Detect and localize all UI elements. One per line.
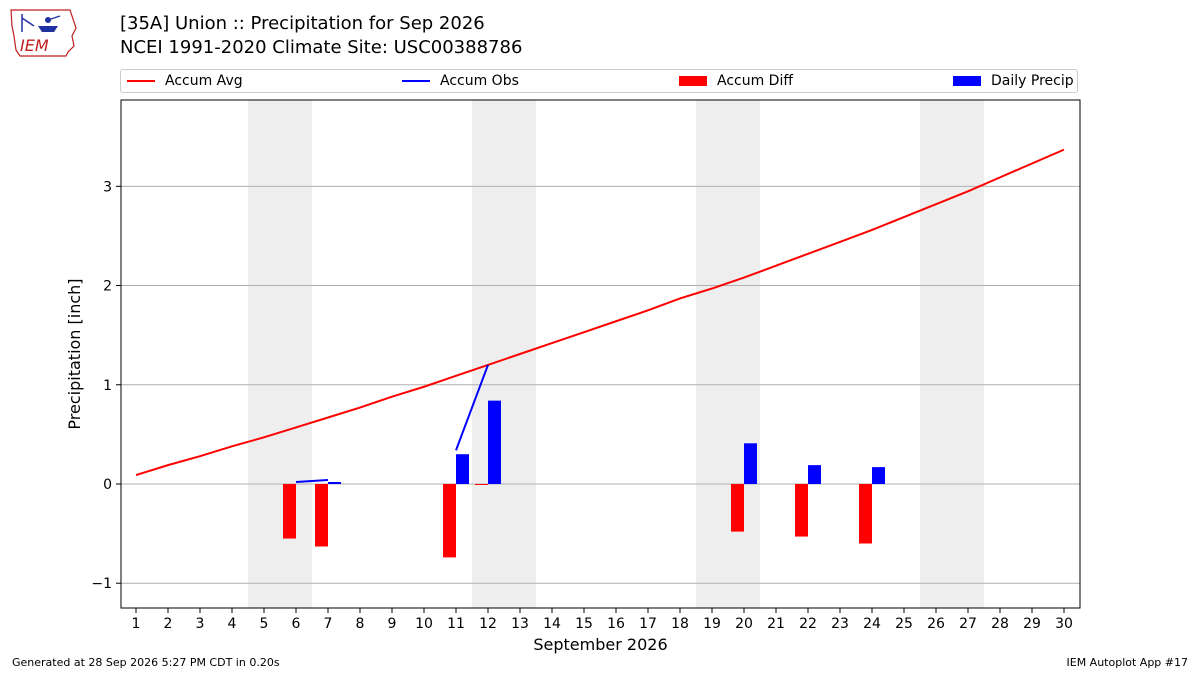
diff-bar-day-20 bbox=[731, 483, 744, 532]
ytick-label-0: −1 bbox=[91, 576, 112, 592]
x-axis-label: September 2026 bbox=[533, 635, 667, 654]
precip-bar-day-7 bbox=[328, 481, 341, 484]
xtick-label-17: 17 bbox=[639, 616, 657, 632]
precip-bar-day-22 bbox=[808, 465, 821, 484]
iem-logo: IEM bbox=[8, 6, 80, 58]
legend-item-accum-diff: Accum Diff bbox=[679, 73, 793, 89]
xtick-label-11: 11 bbox=[447, 616, 465, 632]
precip-bar-day-20 bbox=[744, 443, 757, 484]
xtick-label-2: 2 bbox=[164, 616, 173, 632]
legend-label-daily-precip: Daily Precip bbox=[991, 73, 1074, 89]
xtick-label-13: 13 bbox=[511, 616, 529, 632]
ytick-label-3: 2 bbox=[103, 279, 112, 295]
title-line-1: [35A] Union :: Precipitation for Sep 202… bbox=[120, 13, 485, 34]
title-line-2: NCEI 1991-2020 Climate Site: USC00388786 bbox=[120, 37, 523, 58]
weekend-shade-1 bbox=[472, 100, 536, 608]
accum-obs-line-segment-1 bbox=[295, 479, 329, 483]
ytick-label-2: 1 bbox=[103, 378, 112, 394]
xtick-label-22: 22 bbox=[799, 616, 817, 632]
ytick-label-4: 3 bbox=[103, 179, 112, 195]
xtick-label-29: 29 bbox=[1023, 616, 1041, 632]
legend-item-accum-avg: Accum Avg bbox=[127, 73, 243, 89]
legend-swatch-accum-diff bbox=[679, 76, 707, 86]
xtick-label-7: 7 bbox=[324, 616, 333, 632]
diff-bar-day-24 bbox=[859, 483, 872, 544]
xtick-label-25: 25 bbox=[895, 616, 913, 632]
xtick-label-20: 20 bbox=[735, 616, 753, 632]
legend-swatch-accum-obs bbox=[402, 80, 430, 82]
diff-bar-day-11 bbox=[443, 483, 456, 558]
xtick-label-15: 15 bbox=[575, 616, 593, 632]
weekend-shade-2 bbox=[696, 100, 760, 608]
precip-bar-day-24 bbox=[872, 467, 885, 484]
legend-label-accum-avg: Accum Avg bbox=[165, 73, 243, 89]
xtick-label-1: 1 bbox=[132, 616, 141, 632]
accum-avg-line bbox=[135, 148, 1065, 477]
legend-item-accum-obs: Accum Obs bbox=[402, 73, 519, 89]
legend-label-accum-diff: Accum Diff bbox=[717, 73, 794, 89]
precip-bar-day-11 bbox=[456, 454, 469, 484]
generated-timestamp: Generated at 28 Sep 2026 5:27 PM CDT in … bbox=[12, 656, 280, 669]
xtick-label-9: 9 bbox=[388, 616, 397, 632]
weekend-shade-3 bbox=[920, 100, 984, 608]
xtick-label-5: 5 bbox=[260, 616, 269, 632]
weekend-shade-0 bbox=[248, 100, 312, 608]
legend-swatch-accum-avg bbox=[127, 80, 155, 82]
xtick-label-16: 16 bbox=[607, 616, 625, 632]
xtick-label-23: 23 bbox=[831, 616, 849, 632]
app-label: IEM Autoplot App #17 bbox=[1066, 656, 1189, 669]
xtick-label-19: 19 bbox=[703, 616, 721, 632]
xtick-label-21: 21 bbox=[767, 616, 785, 632]
logo-text: IEM bbox=[20, 36, 49, 55]
xtick-label-8: 8 bbox=[356, 616, 365, 632]
plot-frame bbox=[120, 99, 1081, 609]
iem-logo-graphic: IEM bbox=[10, 9, 77, 57]
xtick-label-24: 24 bbox=[863, 616, 881, 632]
legend: Accum Avg Accum Obs Accum Diff Daily Pre… bbox=[120, 69, 1078, 93]
xtick-label-6: 6 bbox=[292, 616, 301, 632]
xtick-label-27: 27 bbox=[959, 616, 977, 632]
legend-item-daily-precip: Daily Precip bbox=[953, 73, 1074, 89]
xtick-label-4: 4 bbox=[228, 616, 237, 632]
precip-bar-day-12 bbox=[488, 400, 501, 484]
xtick-label-3: 3 bbox=[196, 616, 205, 632]
ytick-label-1: 0 bbox=[103, 477, 112, 493]
xtick-label-10: 10 bbox=[415, 616, 433, 632]
diff-bar-day-7 bbox=[315, 483, 328, 547]
xtick-label-28: 28 bbox=[991, 616, 1009, 632]
accum-obs-line-segment-2 bbox=[455, 364, 489, 451]
xtick-label-14: 14 bbox=[543, 616, 561, 632]
xtick-label-18: 18 bbox=[671, 616, 689, 632]
diff-bar-day-22 bbox=[795, 483, 808, 537]
diff-bar-day-6 bbox=[283, 483, 296, 539]
xtick-label-30: 30 bbox=[1055, 616, 1073, 632]
xtick-label-12: 12 bbox=[479, 616, 497, 632]
xtick-label-26: 26 bbox=[927, 616, 945, 632]
diff-bar-day-12 bbox=[475, 483, 488, 485]
legend-label-accum-obs: Accum Obs bbox=[440, 73, 519, 89]
y-axis-label: Precipitation [inch] bbox=[65, 278, 84, 429]
legend-swatch-daily-precip bbox=[953, 76, 981, 86]
chart-title: [35A] Union :: Precipitation for Sep 202… bbox=[120, 12, 522, 60]
